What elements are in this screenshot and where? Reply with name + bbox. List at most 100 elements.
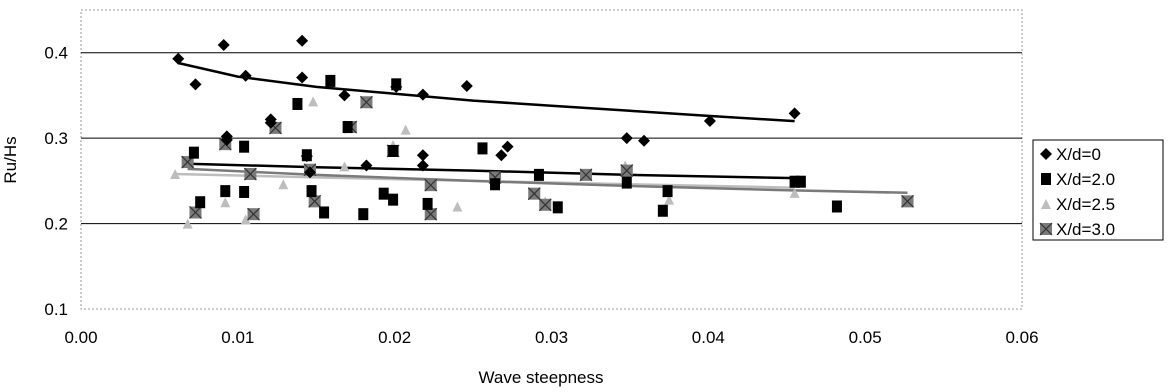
- y-tick-label: 0.1: [44, 300, 68, 319]
- legend-label: X/d=0: [1056, 145, 1101, 164]
- legend-marker: [1039, 222, 1053, 236]
- data-point: [220, 133, 233, 146]
- data-point: [422, 197, 433, 210]
- data-point: [552, 201, 563, 214]
- data-point: [620, 164, 634, 178]
- y-tick-labels: 0.1 0.2 0.3 0.4: [44, 44, 68, 319]
- data-point: [308, 194, 322, 208]
- data-point: [338, 89, 351, 102]
- legend-marker: [1041, 199, 1051, 209]
- y-axis-title: Ru/Hs: [1, 136, 20, 183]
- data-point: [325, 74, 336, 87]
- data-point: [638, 134, 651, 147]
- data-point: [477, 142, 488, 155]
- data-point: [831, 200, 842, 213]
- x-axis-title: Wave steepness: [478, 368, 603, 387]
- data-point: [189, 78, 202, 91]
- data-point: [901, 194, 914, 208]
- data-point: [239, 140, 250, 153]
- data-point: [240, 214, 251, 225]
- data-point: [319, 206, 330, 219]
- x-tick-label: 0.00: [64, 328, 97, 347]
- data-point: [360, 95, 373, 109]
- data-point: [247, 207, 260, 221]
- data-point: [172, 52, 185, 65]
- data-point: [621, 176, 632, 189]
- y-tick-label: 0.2: [44, 215, 68, 234]
- data-point: [388, 193, 399, 206]
- data-point: [527, 187, 541, 201]
- data-point: [358, 208, 369, 221]
- data-point: [424, 207, 438, 221]
- data-point: [424, 178, 438, 192]
- data-point: [400, 124, 411, 135]
- data-point: [795, 175, 806, 188]
- data-point: [217, 39, 230, 52]
- data-point: [296, 71, 309, 84]
- data-points: [170, 34, 914, 229]
- data-point: [220, 197, 231, 208]
- data-point: [189, 206, 202, 219]
- x-tick-label: 0.05: [849, 328, 882, 347]
- data-point: [264, 116, 277, 129]
- y-tick-label: 0.3: [44, 129, 68, 148]
- data-point: [460, 80, 473, 93]
- data-point: [490, 178, 501, 191]
- data-point: [703, 115, 716, 128]
- legend-marker: [1041, 173, 1051, 185]
- data-point: [378, 187, 389, 200]
- data-point: [452, 201, 463, 212]
- data-point: [292, 97, 303, 110]
- data-point: [664, 194, 675, 205]
- data-point: [195, 196, 206, 209]
- trendlines: [175, 61, 908, 195]
- legend-label: X/d=2.5: [1056, 195, 1115, 214]
- data-point: [278, 179, 289, 190]
- data-point: [339, 161, 350, 172]
- data-point: [533, 168, 544, 181]
- x-tick-label: 0.01: [221, 328, 254, 347]
- gridlines: [81, 52, 1022, 225]
- data-point: [296, 34, 309, 47]
- data-point: [170, 169, 181, 180]
- data-point: [243, 167, 257, 181]
- data-point: [306, 185, 317, 198]
- x-tick-label: 0.03: [535, 328, 568, 347]
- data-point: [416, 149, 429, 162]
- data-point: [789, 175, 800, 188]
- data-point: [300, 150, 313, 163]
- data-point: [657, 204, 668, 217]
- x-tick-label: 0.04: [692, 328, 725, 347]
- x-tick-label: 0.02: [378, 328, 411, 347]
- legend-label: X/d=2.0: [1056, 170, 1115, 189]
- x-tick-labels: 0.00 0.01 0.02 0.03 0.04 0.05 0.06: [64, 328, 1038, 347]
- data-point: [342, 121, 353, 134]
- data-point: [308, 96, 319, 107]
- legend-label: X/d=3.0: [1056, 220, 1115, 239]
- data-point: [495, 149, 508, 162]
- data-point: [360, 159, 373, 172]
- data-point: [416, 88, 429, 101]
- data-point: [388, 144, 399, 157]
- plot-area: [80, 9, 1023, 310]
- trendline: [177, 61, 795, 123]
- data-point: [188, 146, 199, 159]
- data-point: [788, 107, 801, 120]
- trendline: [187, 167, 908, 195]
- data-point: [416, 159, 429, 172]
- data-point: [182, 218, 193, 229]
- data-point: [390, 80, 403, 93]
- data-point: [239, 69, 252, 82]
- legend-box: [1032, 139, 1164, 241]
- y-tick-label: 0.4: [44, 44, 68, 63]
- data-point: [538, 198, 552, 212]
- data-point: [501, 140, 514, 153]
- data-point: [239, 185, 250, 198]
- data-point: [303, 166, 316, 179]
- data-point: [579, 168, 593, 182]
- data-point: [620, 132, 633, 145]
- legend-marker: [1040, 148, 1052, 160]
- data-point: [662, 185, 673, 198]
- trendline: [187, 162, 803, 180]
